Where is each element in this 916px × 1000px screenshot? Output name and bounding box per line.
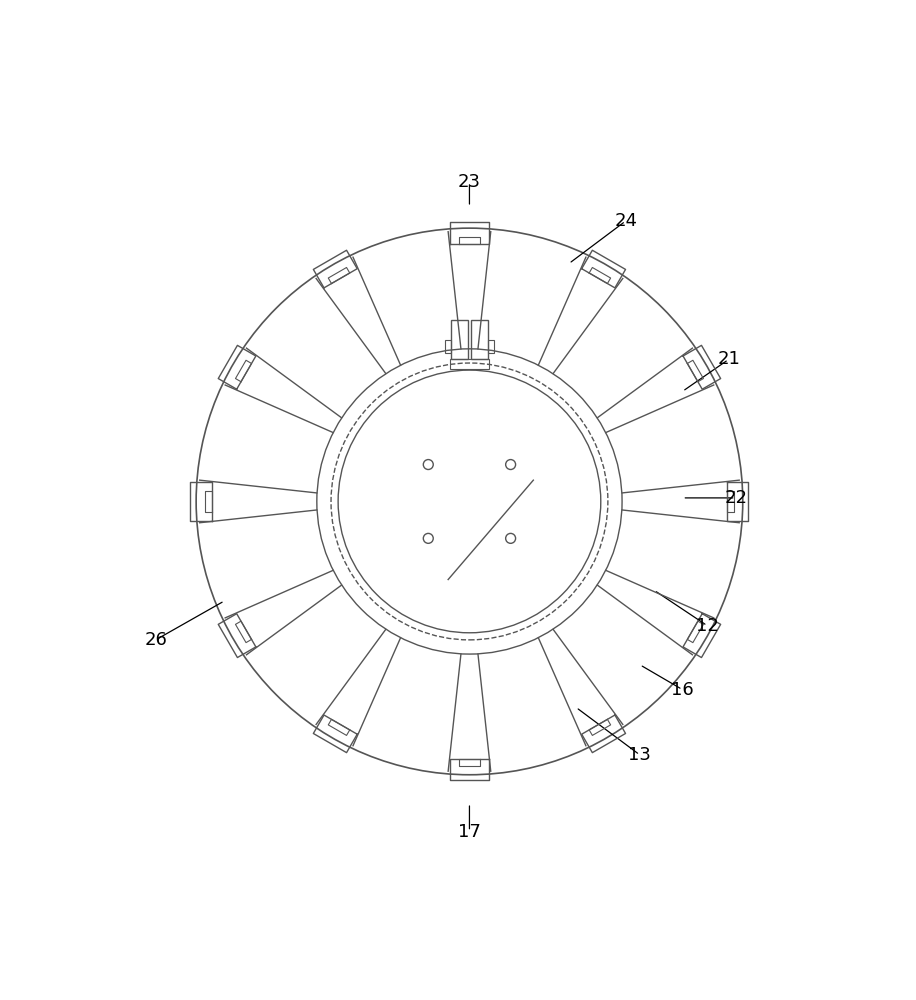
Bar xyxy=(488,340,495,353)
Bar xyxy=(444,340,451,353)
Text: 16: 16 xyxy=(671,681,693,699)
Text: 26: 26 xyxy=(144,631,167,649)
Bar xyxy=(450,359,489,369)
Text: 17: 17 xyxy=(458,823,481,841)
Text: 21: 21 xyxy=(717,350,740,368)
Text: 24: 24 xyxy=(614,212,638,230)
Text: 13: 13 xyxy=(628,746,651,764)
Text: 22: 22 xyxy=(725,489,747,507)
Text: 23: 23 xyxy=(458,173,481,191)
Text: 12: 12 xyxy=(696,617,719,635)
